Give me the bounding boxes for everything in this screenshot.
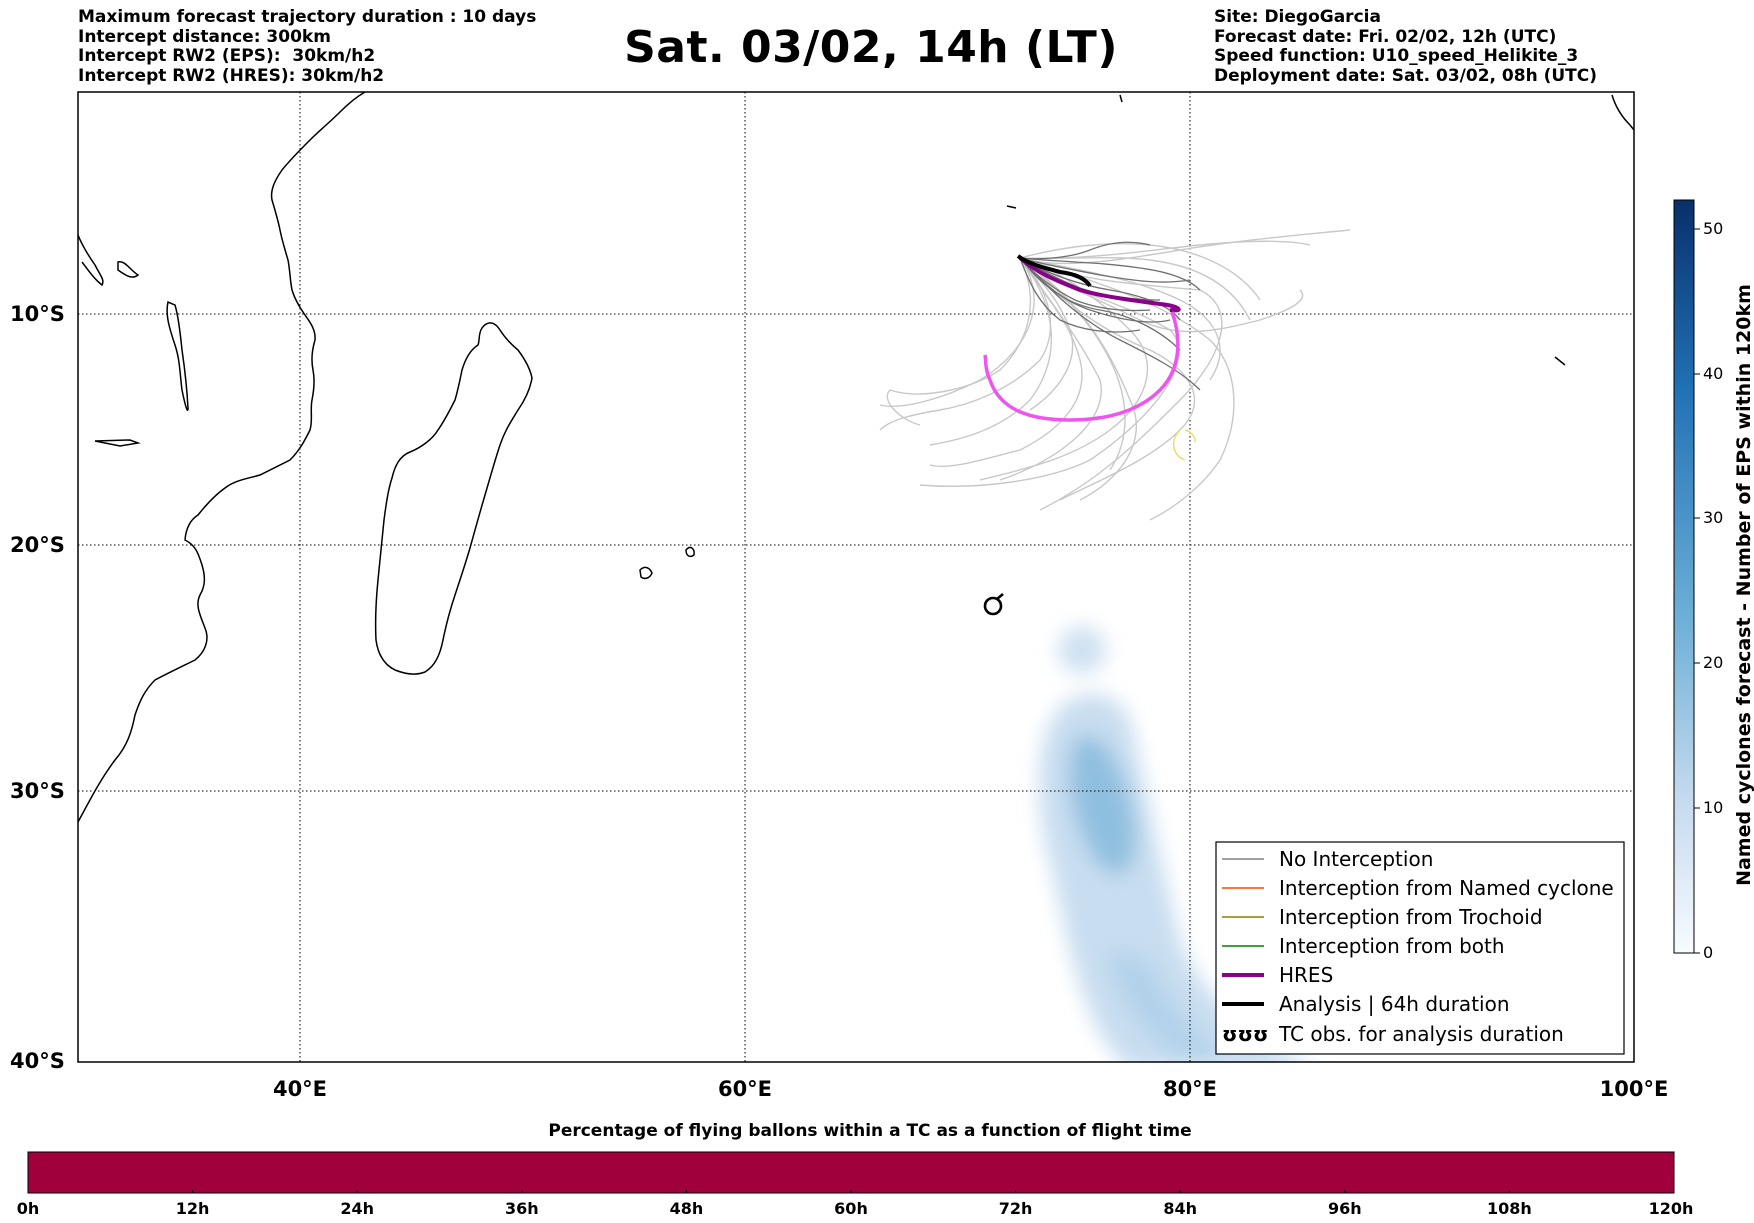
cyclone-density-field: [1039, 626, 1305, 1062]
lake-coastline: [166, 300, 189, 411]
time-bar-ticks: [27, 1152, 1510, 1193]
svg-text:HRES: HRES: [1279, 963, 1333, 987]
cyclone-symbol-icon: [983, 593, 1004, 616]
legend-item-tc-obs: ʊʊʊ TC obs. for analysis duration: [1222, 1022, 1564, 1046]
island-coastline: [1119, 94, 1123, 103]
cb-tick-20: 20: [1703, 653, 1723, 672]
island-coastline: [117, 261, 140, 278]
island-coastline: [1006, 205, 1017, 209]
time-tick-48h: 48h: [670, 1199, 704, 1218]
lat-label-10s: 10°S: [10, 302, 65, 326]
svg-text:Interception from Trochoid: Interception from Trochoid: [1279, 905, 1543, 929]
intercept-hres-text: Intercept RW2 (HRES): 30km/h2: [78, 65, 385, 86]
island-coastline: [1554, 356, 1566, 366]
site-text: Site: DiegoGarcia: [1214, 7, 1381, 27]
hres-trajectory-extension: [983, 311, 1180, 422]
time-tick-0h: 0h: [17, 1199, 40, 1218]
cb-tick-40: 40: [1703, 364, 1723, 383]
lat-label-30s: 30°S: [10, 779, 65, 803]
max-duration-text: Maximum forecast trajectory duration : 1…: [78, 7, 537, 27]
analysis-trajectory: [1016, 254, 1092, 288]
time-tick-36h: 36h: [505, 1199, 539, 1218]
intercept-eps-text: Intercept RW2 (EPS): 30km/h2: [78, 46, 376, 66]
svg-text:No Interception: No Interception: [1279, 847, 1433, 871]
reunion-coastline: [685, 546, 695, 558]
intercept-distance-text: Intercept distance: 300km: [78, 26, 331, 47]
colorbar-ticks: 0 10 20 30 40 50: [1694, 219, 1723, 962]
colorbar: 0 10 20 30 40 50 Named cyclones forecast…: [1673, 199, 1754, 962]
lon-label-40e: 40°E: [273, 1077, 327, 1101]
time-bar: Percentage of flying ballons within a TC…: [17, 1121, 1694, 1218]
island-coastline: [78, 234, 104, 287]
lat-label-40s: 40°S: [10, 1049, 65, 1073]
svg-text:Analysis | 64h duration: Analysis | 64h duration: [1279, 992, 1510, 1016]
cb-tick-30: 30: [1703, 508, 1723, 527]
time-tick-84h: 84h: [1163, 1199, 1197, 1218]
colorbar-label: Named cyclones forecast - Number of EPS …: [1733, 284, 1754, 886]
svg-text:Interception from Named cyclon: Interception from Named cyclone: [1279, 876, 1614, 900]
time-tick-108h: 108h: [1487, 1199, 1532, 1218]
legend-item-both: Interception from both: [1222, 934, 1505, 958]
africa-coastline: [78, 92, 366, 823]
lat-label-20s: 20°S: [10, 533, 65, 557]
legend-item-no-interception: No Interception: [1222, 847, 1433, 871]
time-tick-96h: 96h: [1328, 1199, 1362, 1218]
time-tick-12h: 12h: [176, 1199, 210, 1218]
legend-item-analysis: Analysis | 64h duration: [1222, 992, 1510, 1016]
time-tick-72h: 72h: [999, 1199, 1033, 1218]
hres-trajectory: [1018, 256, 1181, 313]
madagascar-coastline: [374, 322, 533, 675]
deployment-date-text: Deployment date: Sat. 03/02, 08h (UTC): [1214, 65, 1598, 86]
page-title: Sat. 03/02, 14h (LT): [624, 22, 1118, 73]
mauritius-coastline: [639, 566, 653, 580]
legend: No Interception Interception from Named …: [1215, 841, 1625, 1055]
tc-obs-symbols-icon: ʊʊʊ: [1222, 1022, 1268, 1046]
island-coastline: [94, 439, 141, 447]
legend-item-trochoid: Interception from Trochoid: [1222, 905, 1543, 929]
axis-labels: 10°S 20°S 30°S 40°S 40°E 60°E 80°E 100°E: [10, 302, 1668, 1101]
lon-label-80e: 80°E: [1163, 1077, 1217, 1101]
svg-text:Interception from both: Interception from both: [1279, 934, 1505, 958]
lon-label-100e: 100°E: [1600, 1077, 1669, 1101]
header-info-left: Maximum forecast trajectory duration : 1…: [78, 7, 537, 86]
cb-tick-50: 50: [1703, 219, 1723, 238]
time-tick-120h: 120h: [1649, 1199, 1694, 1218]
header-info-right: Site: DiegoGarcia Forecast date: Fri. 02…: [1214, 7, 1598, 86]
eps-trajectories-light: [879, 229, 1351, 521]
cb-tick-0: 0: [1703, 943, 1713, 962]
svg-text:TC obs. for analysis duration: TC obs. for analysis duration: [1278, 1022, 1564, 1046]
forecast-date-text: Forecast date: Fri. 02/02, 12h (UTC): [1214, 26, 1557, 47]
time-bar-fill: [27, 1151, 1675, 1194]
time-tick-60h: 60h: [834, 1199, 868, 1218]
cb-tick-10: 10: [1703, 798, 1723, 817]
trochoid-arc: [1173, 429, 1196, 461]
legend-item-hres: HRES: [1222, 963, 1333, 987]
map-frame: [77, 91, 1635, 1063]
island-coastline: [1611, 94, 1634, 131]
time-tick-24h: 24h: [340, 1199, 374, 1218]
speed-function-text: Speed function: U10_speed_Helikite_3: [1214, 46, 1579, 66]
legend-item-named-cyclone: Interception from Named cyclone: [1222, 876, 1614, 900]
time-bar-title: Percentage of flying ballons within a TC…: [548, 1121, 1191, 1141]
coastlines: [78, 92, 1634, 823]
lon-label-60e: 60°E: [718, 1077, 772, 1101]
gridlines: [78, 92, 1634, 1062]
